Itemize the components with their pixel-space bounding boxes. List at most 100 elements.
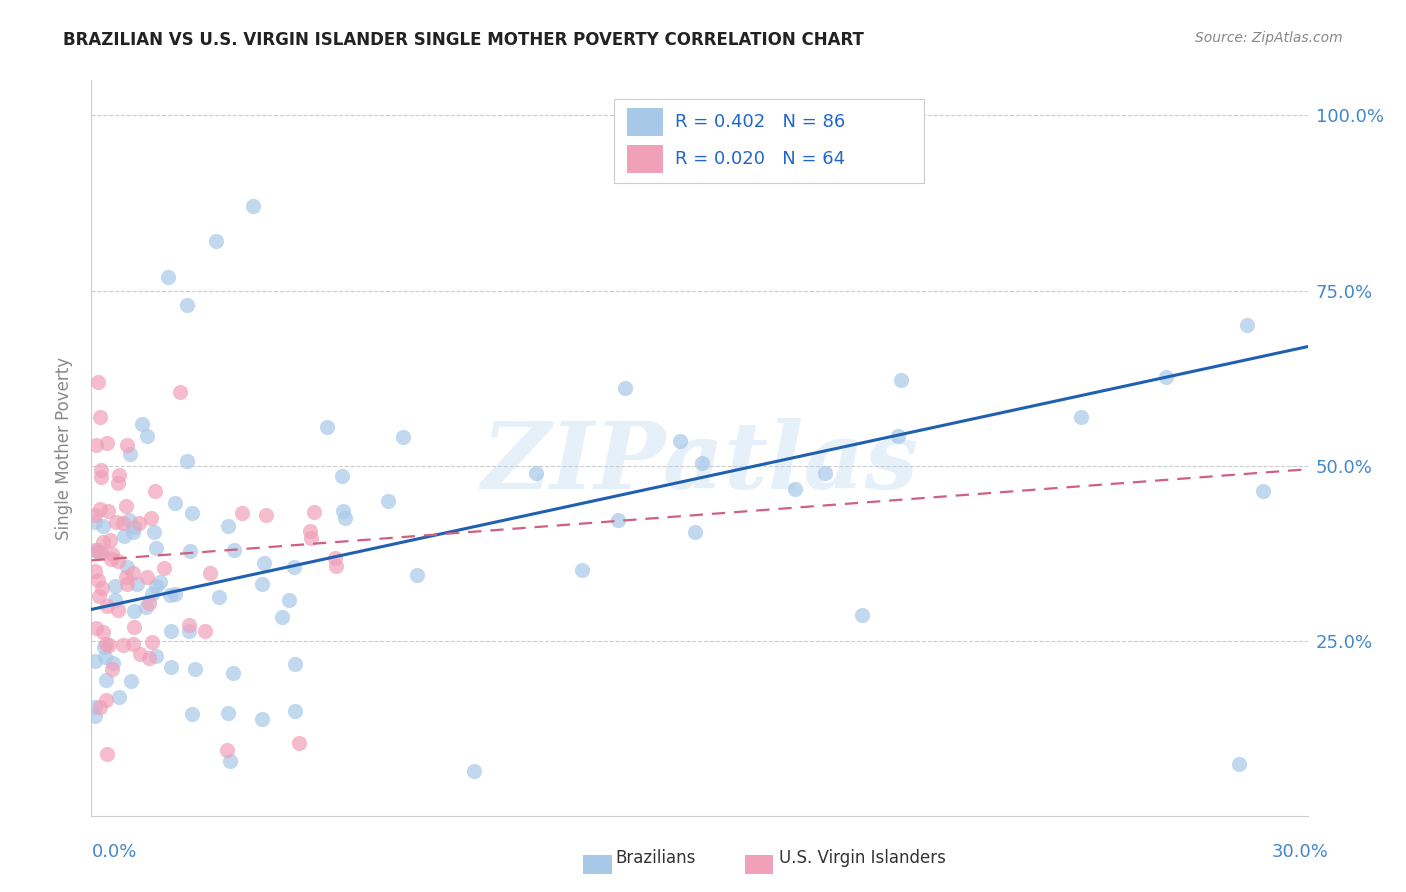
Point	[87, 545, 110, 559]
Point	[100, 552, 122, 566]
Point	[129, 648, 152, 662]
Point	[94, 692, 117, 706]
Point	[278, 593, 301, 607]
Point	[91, 519, 114, 533]
Point	[181, 707, 204, 722]
Point	[783, 482, 806, 496]
Point	[91, 535, 114, 549]
Point	[96, 637, 118, 651]
Point	[143, 483, 166, 498]
Point	[98, 533, 121, 547]
Point	[84, 508, 107, 522]
Point	[107, 475, 129, 490]
Point	[159, 588, 181, 602]
Point	[93, 624, 115, 639]
Point	[231, 506, 253, 520]
Point	[107, 690, 129, 704]
Point	[299, 531, 322, 545]
Point	[165, 496, 187, 510]
Point	[149, 575, 172, 590]
Point	[1236, 318, 1258, 332]
Point	[325, 559, 347, 574]
Point	[160, 624, 183, 639]
Point	[122, 520, 145, 534]
Point	[177, 617, 200, 632]
Text: BRAZILIAN VS U.S. VIRGIN ISLANDER SINGLE MOTHER POVERTY CORRELATION CHART: BRAZILIAN VS U.S. VIRGIN ISLANDER SINGLE…	[63, 31, 865, 49]
Point	[107, 603, 129, 617]
Point	[128, 516, 150, 530]
Point	[284, 657, 307, 672]
Text: U.S. Virgin Islanders: U.S. Virgin Islanders	[779, 849, 946, 867]
Point	[117, 513, 139, 527]
Text: 0.0%: 0.0%	[91, 843, 136, 861]
Point	[121, 637, 143, 651]
Point	[115, 577, 138, 591]
Point	[101, 662, 124, 676]
Text: R = 0.402   N = 86: R = 0.402 N = 86	[675, 113, 845, 131]
Text: ZIPatlas: ZIPatlas	[481, 418, 918, 508]
Point	[304, 504, 326, 518]
Point	[198, 566, 221, 580]
Point	[222, 543, 245, 558]
Point	[159, 660, 181, 674]
Point	[316, 419, 339, 434]
Text: 30.0%: 30.0%	[1272, 843, 1329, 861]
Point	[219, 754, 242, 768]
Point	[115, 499, 138, 513]
Point	[287, 735, 309, 749]
Point	[84, 542, 107, 557]
Point	[122, 604, 145, 618]
Point	[1070, 409, 1092, 424]
Point	[218, 706, 240, 720]
Point	[690, 456, 713, 470]
Point	[87, 589, 110, 603]
Y-axis label: Single Mother Poverty: Single Mother Poverty	[55, 357, 73, 540]
Point	[135, 599, 157, 614]
Point	[96, 747, 118, 762]
Point	[181, 506, 204, 520]
Point	[1227, 756, 1250, 771]
Point	[323, 550, 346, 565]
Point	[250, 577, 273, 591]
Point	[103, 579, 125, 593]
Point	[406, 567, 429, 582]
FancyBboxPatch shape	[627, 108, 664, 136]
Point	[165, 587, 187, 601]
Point	[84, 564, 107, 578]
Point	[90, 463, 112, 477]
Point	[685, 524, 707, 539]
Point	[299, 524, 322, 538]
Point	[87, 574, 110, 588]
Point	[145, 579, 167, 593]
Point	[614, 381, 637, 395]
Point	[179, 624, 201, 638]
Point	[215, 742, 238, 756]
Point	[89, 502, 111, 516]
Point	[86, 542, 108, 557]
Point	[814, 466, 837, 480]
Point	[463, 764, 485, 778]
Point	[141, 587, 163, 601]
Point	[101, 657, 124, 671]
Point	[1154, 370, 1177, 384]
Point	[135, 570, 157, 584]
Text: R = 0.020   N = 64: R = 0.020 N = 64	[675, 150, 845, 168]
Point	[107, 467, 129, 482]
Point	[176, 454, 198, 468]
Point	[139, 511, 162, 525]
Point	[284, 704, 307, 718]
Point	[391, 430, 413, 444]
Point	[179, 544, 201, 558]
Point	[84, 709, 107, 723]
Point	[222, 665, 245, 680]
Point	[141, 635, 163, 649]
Point	[112, 638, 135, 652]
Point	[84, 515, 107, 529]
Point	[145, 648, 167, 663]
Point	[90, 470, 112, 484]
Point	[1251, 484, 1274, 499]
Point	[253, 557, 276, 571]
Point	[851, 607, 873, 622]
Point	[524, 466, 547, 480]
Point	[87, 375, 110, 389]
